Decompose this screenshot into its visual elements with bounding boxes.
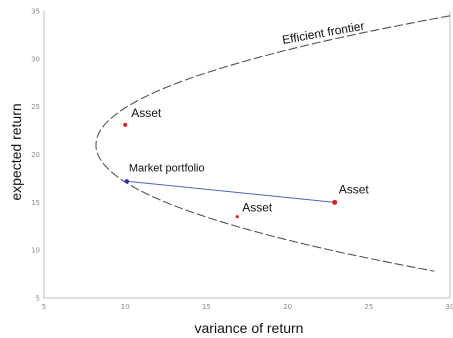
x-axis-label: variance of return (195, 320, 304, 336)
point-label: Asset (339, 182, 370, 196)
data-point (332, 199, 338, 205)
frontier-label: Efficient frontier (281, 19, 365, 47)
y-tick-label: 15 (31, 199, 40, 207)
point-labels: Asset Market portfolio Asset Asset (129, 106, 370, 215)
plot-frame (43, 11, 451, 299)
data-point (123, 122, 128, 127)
y-tick-label: 30 (31, 55, 40, 63)
y-tick-label: 25 (31, 103, 40, 111)
x-tick-label: 15 (202, 303, 211, 311)
y-tick-label: 10 (31, 247, 40, 255)
point-label: Asset (242, 201, 273, 215)
x-tick-label: 5 (42, 303, 46, 311)
data-point (124, 179, 130, 184)
x-tick-label: 30 (446, 303, 453, 311)
y-tick-label: 20 (31, 151, 40, 159)
x-tick-label: 10 (121, 303, 130, 311)
x-tick-label: 25 (364, 303, 373, 311)
point-label: Market portfolio (129, 162, 205, 174)
data-point (235, 215, 239, 219)
x-tick-label: 20 (283, 303, 292, 311)
capital-market-line (126, 180, 335, 203)
point-label: Asset (131, 106, 162, 120)
data-points (123, 122, 338, 219)
y-tick-label: 5 (36, 295, 40, 303)
y-axis-label: expected return (8, 103, 24, 200)
series-layer (95, 15, 451, 272)
efficient-frontier-curve (95, 15, 451, 272)
tick-labels: 5 10 15 20 25 30 5 10 15 20 25 30 35 (31, 8, 453, 312)
y-tick-label: 35 (31, 8, 40, 16)
